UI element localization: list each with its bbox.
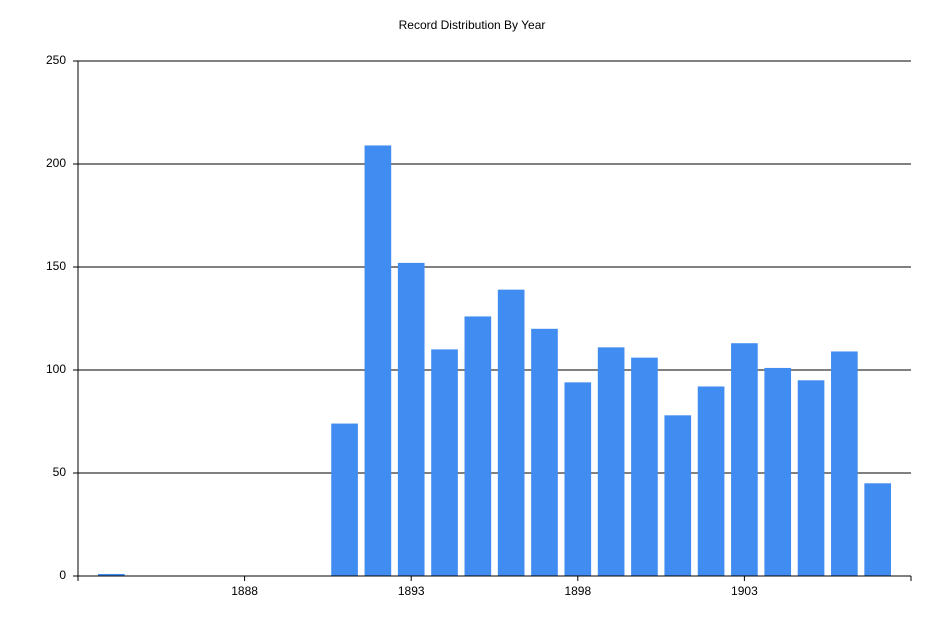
bar bbox=[331, 423, 358, 576]
x-tick-label: 1898 bbox=[564, 584, 591, 598]
bar bbox=[364, 145, 392, 576]
bar bbox=[97, 573, 125, 576]
y-tick-label: 100 bbox=[46, 362, 66, 376]
y-tick-label: 0 bbox=[59, 568, 66, 582]
bar bbox=[564, 382, 592, 576]
bar bbox=[764, 367, 792, 576]
x-tick-label: 1888 bbox=[231, 584, 258, 598]
bar bbox=[797, 380, 825, 576]
chart-title: Record Distribution By Year bbox=[399, 18, 546, 32]
bar bbox=[431, 349, 458, 576]
bar bbox=[397, 262, 425, 576]
y-tick-label: 200 bbox=[46, 156, 66, 170]
y-tick-label: 50 bbox=[53, 465, 67, 479]
bar bbox=[597, 347, 625, 576]
bar bbox=[731, 343, 758, 576]
bar bbox=[531, 328, 558, 576]
x-tick-label: 1893 bbox=[398, 584, 425, 598]
bar bbox=[831, 351, 858, 576]
bar bbox=[664, 415, 692, 576]
bar bbox=[631, 357, 658, 576]
bar bbox=[864, 483, 892, 576]
x-tick-label: 1903 bbox=[731, 584, 758, 598]
bar bbox=[464, 316, 492, 576]
y-tick-label: 250 bbox=[46, 53, 66, 67]
y-tick-label: 150 bbox=[46, 259, 66, 273]
bar bbox=[697, 386, 725, 576]
bar bbox=[497, 289, 525, 576]
